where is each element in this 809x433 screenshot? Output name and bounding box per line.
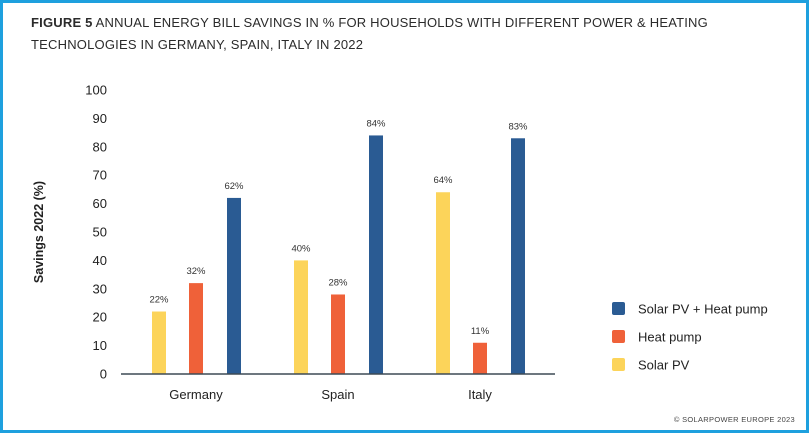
y-tick-label: 60: [93, 196, 107, 211]
y-tick-label: 70: [93, 168, 107, 183]
bar-solar-pv-heat-pump: [227, 197, 241, 374]
y-tick-label: 90: [93, 111, 107, 126]
y-tick-label: 0: [100, 367, 107, 382]
data-label: 40%: [291, 243, 311, 254]
data-label: 22%: [149, 295, 169, 306]
data-label: 84%: [366, 118, 386, 129]
y-tick-label: 20: [93, 310, 107, 325]
y-tick-label: 40: [93, 253, 107, 268]
legend-label: Solar PV: [638, 358, 690, 373]
legend-swatch: [612, 330, 625, 343]
data-label: 28%: [328, 277, 348, 288]
bar-heat-pump: [473, 342, 487, 374]
data-label: 62%: [224, 181, 244, 192]
legend-label: Heat pump: [638, 330, 702, 345]
bar-solar-pv: [152, 311, 166, 374]
legend-swatch: [612, 358, 625, 371]
x-tick-label: Italy: [468, 387, 492, 402]
data-label: 11%: [471, 326, 490, 337]
y-tick-label: 10: [93, 338, 107, 353]
legend-label: Solar PV + Heat pump: [638, 302, 768, 317]
bar-solar-pv: [436, 192, 450, 374]
data-label: 32%: [186, 266, 206, 277]
figure-title: FIGURE 5 ANNUAL ENERGY BILL SAVINGS IN %…: [31, 12, 791, 56]
figure-label: FIGURE 5: [31, 15, 93, 30]
y-axis-label: Savings 2022 (%): [32, 181, 46, 283]
y-tick-label: 100: [85, 83, 107, 98]
x-tick-label: Germany: [169, 387, 223, 402]
data-label: 83%: [508, 121, 528, 132]
x-tick-label: Spain: [321, 387, 354, 402]
y-tick-label: 30: [93, 281, 107, 296]
y-tick-label: 80: [93, 139, 107, 154]
bar-solar-pv-heat-pump: [511, 138, 525, 374]
bar-solar-pv-heat-pump: [369, 135, 383, 374]
bar-heat-pump: [331, 294, 345, 374]
bar-solar-pv: [294, 260, 308, 374]
data-label: 64%: [433, 175, 453, 186]
copyright: © SOLARPOWER EUROPE 2023: [673, 415, 795, 424]
bar-heat-pump: [189, 283, 203, 374]
legend-swatch: [612, 302, 625, 315]
figure-title-text: ANNUAL ENERGY BILL SAVINGS IN % FOR HOUS…: [31, 15, 708, 52]
y-tick-label: 50: [93, 225, 107, 240]
